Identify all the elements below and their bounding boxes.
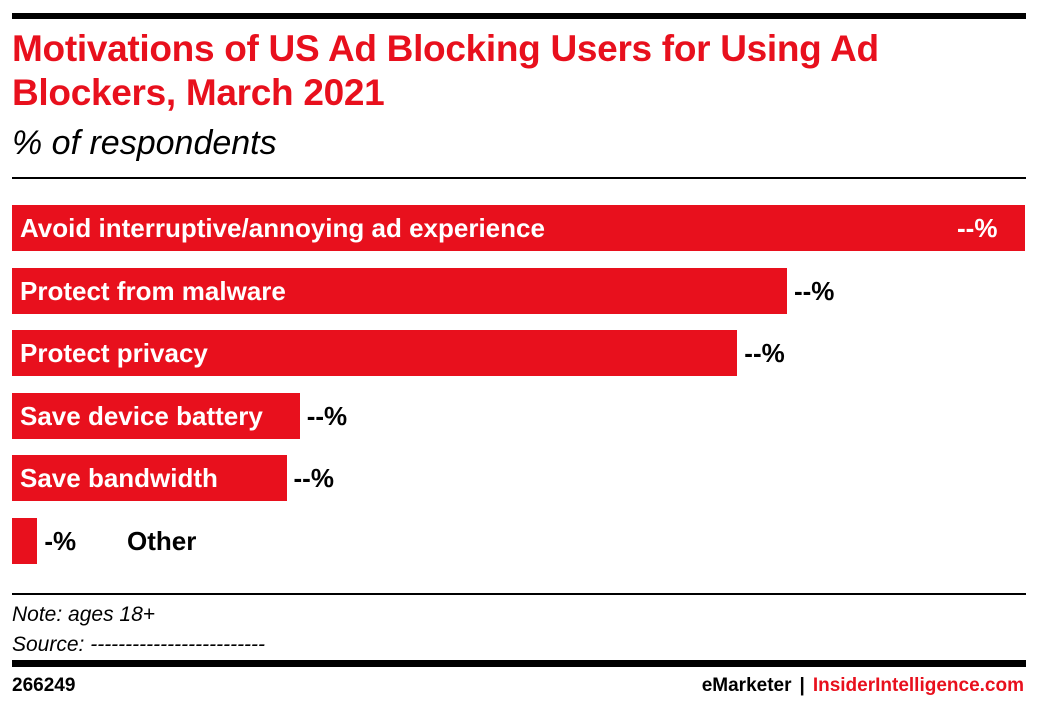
value-label: --% — [744, 338, 785, 369]
value-label: -% — [44, 526, 77, 556]
source-text: Source: ------------------------- — [12, 633, 266, 656]
divider — [12, 593, 1026, 595]
note-text: Note: ages 18+ — [12, 603, 156, 626]
brand-emarketer: eMarketer — [701, 675, 792, 696]
value-label: --% — [306, 400, 348, 431]
top-rule — [12, 13, 1026, 19]
chart-title: Motivations of US Ad Blocking Users for … — [12, 28, 879, 113]
chart-subtitle: % of respondents — [12, 124, 277, 162]
bar — [12, 330, 738, 377]
category-label: Other — [127, 526, 197, 556]
divider — [12, 177, 1026, 179]
category-label: Protect privacy — [20, 338, 208, 369]
brand-separator: | — [799, 675, 805, 696]
bar — [12, 392, 300, 439]
category-label: Save device battery — [20, 400, 263, 431]
category-label: Protect from malware — [20, 275, 286, 306]
value-label: --% — [957, 213, 998, 243]
bar — [12, 205, 1025, 251]
chart-id: 266249 — [12, 675, 76, 696]
category-label: Save bandwidth — [20, 463, 218, 494]
bar — [12, 518, 38, 564]
bar — [12, 267, 787, 314]
brand-insider-intelligence: InsiderIntelligence.com — [812, 675, 1024, 696]
bar — [12, 455, 287, 502]
brand: eMarketer | InsiderIntelligence.com — [702, 675, 1024, 697]
value-label: --% — [793, 275, 835, 306]
value-label: --% — [293, 463, 334, 494]
category-label: Avoid interruptive/annoying ad experienc… — [20, 213, 545, 243]
bottom-rule — [12, 660, 1026, 667]
notes: Note: ages 18+ Source: -----------------… — [12, 600, 265, 660]
